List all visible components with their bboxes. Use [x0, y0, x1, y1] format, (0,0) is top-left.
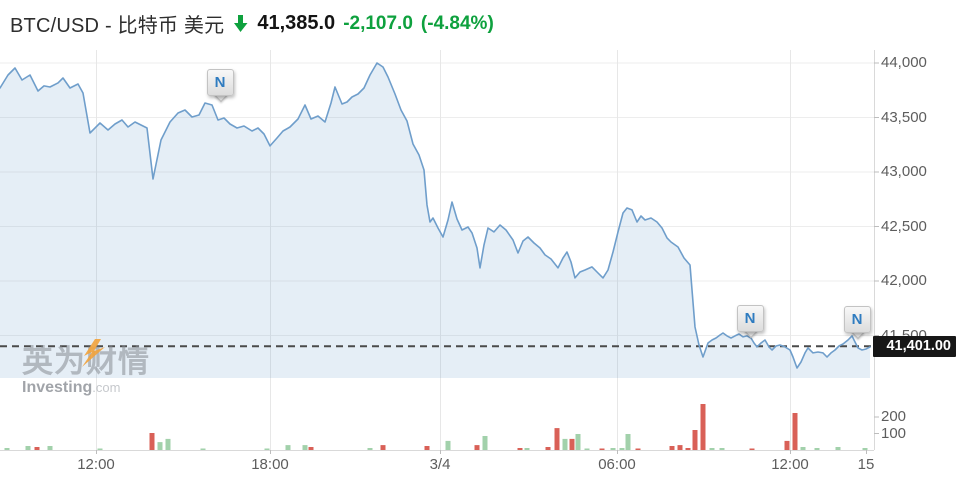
y-axis-label: 43,000 [881, 163, 927, 180]
volume-bar-up [610, 448, 616, 450]
y-axis-label: 44,000 [881, 54, 927, 71]
volume-bar-up [285, 445, 291, 451]
volume-bar-down [677, 445, 683, 451]
volume-bar-down [380, 445, 386, 451]
volume-bar-up [445, 440, 451, 450]
volume-bar-down [749, 448, 755, 450]
volume-bar-up [302, 445, 308, 451]
last-price-flag: 41,401.00 [873, 335, 956, 357]
volume-bar-up [814, 448, 820, 450]
volume-bar-up [835, 447, 841, 450]
news-marker-label: N [736, 305, 764, 332]
y-axis-label: 42,000 [881, 272, 927, 289]
volume-bar-up [800, 447, 806, 450]
price-area-fill [0, 63, 870, 378]
volume-bar-down [669, 446, 675, 450]
volume-bar-down [784, 440, 790, 450]
volume-bar-down [700, 404, 706, 450]
volume-bar-down [424, 446, 430, 450]
volume-bar-up [482, 436, 488, 450]
y-axis-label: 43,500 [881, 108, 927, 126]
news-marker-label: N [843, 306, 871, 333]
volume-bar-up [97, 448, 103, 450]
news-marker[interactable]: N [736, 305, 764, 339]
volume-bar-up [367, 448, 373, 450]
volume-bar-down [308, 447, 314, 450]
x-axis-label: 3/4 [429, 456, 451, 473]
volume-bar-down [569, 438, 575, 450]
volume-bar-down [149, 433, 155, 450]
volume-bar-down [599, 448, 605, 450]
news-marker-label: N [206, 69, 234, 96]
volume-bar-up [584, 448, 590, 450]
volume-bar-up [619, 448, 625, 450]
volume-bar-up [25, 446, 31, 450]
price-line [0, 62, 871, 369]
x-axis-label: 15 [857, 456, 875, 473]
volume-bar-up [575, 434, 581, 450]
volume-bar-down [554, 428, 560, 450]
volume-bar-down [792, 413, 798, 450]
volume-bar-up [625, 434, 631, 450]
volume-bar-up [165, 438, 171, 450]
volume-bar-up [719, 448, 725, 450]
volume-bar-up [709, 448, 715, 450]
volume-bar-down [692, 430, 698, 450]
volume-bar-down [517, 448, 523, 450]
volume-bar-up [4, 448, 10, 450]
volume-bar-down [635, 448, 641, 450]
x-axis-label: 18:00 [251, 456, 289, 473]
volume-bar-up [47, 446, 53, 450]
volume-bar-up [862, 448, 868, 450]
volume-bar-down [685, 448, 691, 450]
news-marker[interactable]: N [206, 69, 234, 103]
price-down-arrow-icon [234, 15, 248, 32]
volume-bar-up [200, 448, 206, 450]
volume-bar-up [524, 448, 530, 450]
y-axis-label: 42,500 [881, 217, 927, 235]
instrument-header: BTC/USD - 比特币 美元 41,385.0 -2,107.0 (-4.8… [10, 9, 494, 38]
news-marker[interactable]: N [843, 306, 871, 340]
x-axis-label: 12:00 [77, 456, 115, 473]
price-change-percent: (-4.84%) [420, 12, 494, 34]
x-axis-label: 06:00 [598, 456, 636, 473]
volume-bar-up [157, 442, 163, 450]
volume-bar-down [545, 447, 551, 450]
volume-bar-down [34, 447, 40, 450]
price-change: -2,107.0 [343, 12, 413, 34]
last-price: 41,385.0 [257, 12, 336, 34]
instrument-title: BTC/USD - 比特币 美元 [10, 15, 225, 37]
volume-bar-down [474, 445, 480, 451]
volume-bar-up [264, 448, 270, 450]
volume-axis-label: 100 [881, 424, 907, 442]
x-axis-label: 12:00 [771, 456, 809, 473]
volume-axis-label: 200 [881, 408, 907, 425]
volume-bar-up [562, 438, 568, 450]
